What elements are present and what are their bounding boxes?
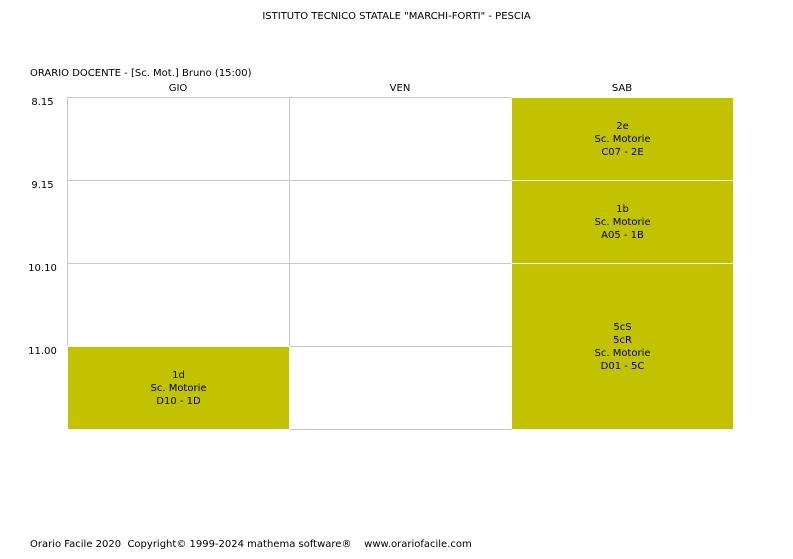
time-label-4: 11.00	[28, 346, 57, 357]
time-label-3: 10.10	[28, 263, 57, 274]
day-header-sab: SAB	[611, 83, 633, 94]
footer-product: Orario Facile 2020	[30, 539, 122, 550]
empty-cell-gio-2	[67, 180, 290, 264]
lesson-block-sab-2[interactable]: 1b Sc. Motorie A05 - 1B	[511, 180, 734, 264]
lesson-line: C07 - 2E	[601, 146, 644, 158]
lesson-line: 5cS	[613, 321, 632, 333]
lesson-block-sab-3[interactable]: 5cS 5cR Sc. Motorie D01 - 5C	[511, 263, 734, 430]
lesson-line: Sc. Motorie	[594, 133, 651, 145]
time-label-1: 8.15	[31, 97, 54, 108]
lesson-line: 1d	[172, 369, 185, 381]
lesson-line: Sc. Motorie	[150, 382, 207, 394]
lesson-line: 2e	[616, 120, 629, 132]
footer-copyright: Copyright© 1999-2024 mathema software®	[127, 539, 352, 550]
lesson-line: Sc. Motorie	[594, 216, 651, 228]
empty-cell-ven-4	[289, 346, 512, 430]
lesson-line: Sc. Motorie	[594, 347, 651, 359]
lesson-block-sab-1[interactable]: 2e Sc. Motorie C07 - 2E	[511, 97, 734, 181]
time-label-2: 9.15	[31, 180, 54, 191]
day-header-gio: GIO	[168, 83, 188, 94]
lesson-line: D10 - 1D	[156, 395, 201, 407]
empty-cell-ven-1	[289, 97, 512, 181]
empty-cell-gio-3	[67, 263, 290, 347]
empty-cell-ven-3	[289, 263, 512, 347]
lesson-block-gio-4[interactable]: 1d Sc. Motorie D10 - 1D	[67, 346, 290, 430]
lesson-line: 1b	[616, 203, 629, 215]
lesson-line: D01 - 5C	[600, 360, 645, 372]
footer-website[interactable]: www.orariofacile.com	[364, 539, 472, 550]
day-header-ven: VEN	[389, 83, 411, 94]
footer: Orario Facile 2020 Copyright© 1999-2024 …	[30, 539, 472, 550]
lesson-line: A05 - 1B	[601, 229, 644, 241]
lesson-line: 5cR	[613, 334, 632, 346]
school-title: ISTITUTO TECNICO STATALE "MARCHI-FORTI" …	[262, 11, 531, 22]
teacher-schedule-title: ORARIO DOCENTE - [Sc. Mot.] Bruno (15:00…	[30, 68, 252, 79]
empty-cell-ven-2	[289, 180, 512, 264]
empty-cell-gio-1	[67, 97, 290, 181]
